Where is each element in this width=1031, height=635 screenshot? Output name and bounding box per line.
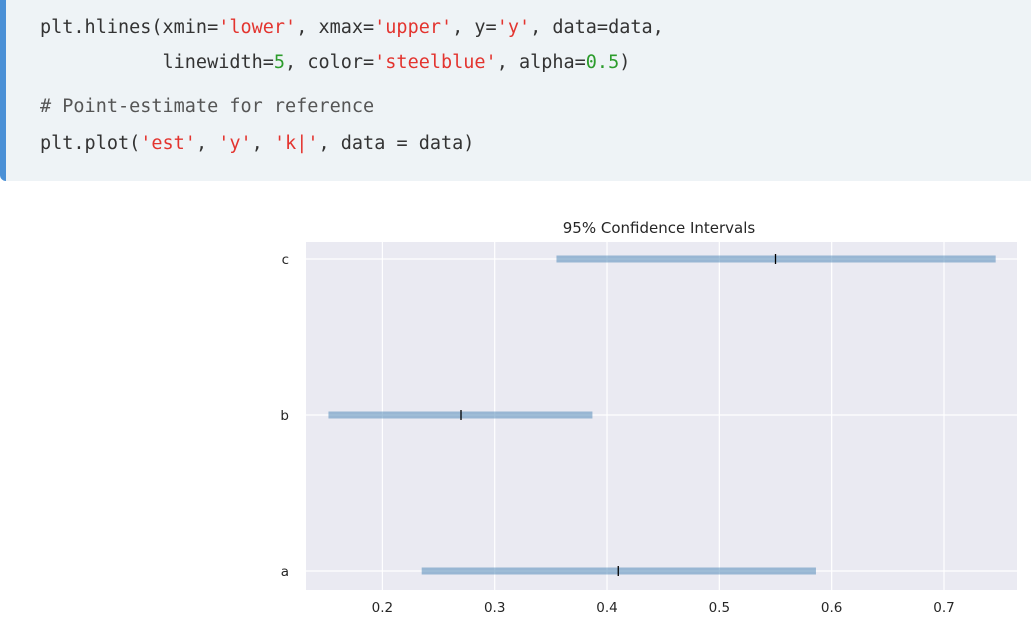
code-line: linewidth=5, color='steelblue', alpha=0.…: [40, 52, 631, 73]
x-tick-label: 0.5: [709, 600, 730, 616]
x-tick-label: 0.4: [596, 600, 617, 616]
code-token: 'steelblue': [374, 52, 497, 73]
code-token: 0.5: [585, 52, 620, 73]
estimate-markers: [460, 254, 777, 576]
y-tick-label: b: [280, 408, 289, 424]
code-token: 'y': [218, 133, 252, 154]
x-tick-label: 0.3: [484, 600, 505, 616]
code-line: # Point-estimate for reference: [40, 96, 375, 117]
code-line: plt.plot('est', 'y', 'k|', data = data): [40, 133, 475, 154]
chart-title: 95% Confidence Intervals: [563, 219, 756, 237]
code-token: , data = data): [318, 133, 475, 154]
code-token: , y=: [452, 17, 497, 38]
code-token: 'k|': [273, 133, 319, 154]
x-tick-label: 0.7: [933, 600, 954, 616]
y-tick-label: c: [282, 252, 289, 268]
code-token: ): [619, 52, 631, 73]
code-token: plt.plot(: [40, 133, 141, 154]
code-token: plt.hlines(xmin=: [40, 17, 219, 38]
code-token: 'est': [140, 133, 196, 154]
code-token: 'y': [496, 17, 531, 38]
code-token: , xmax=: [296, 17, 375, 38]
code-token: , color=: [285, 52, 375, 73]
code-token: 'lower': [218, 17, 297, 38]
code-token: linewidth=: [40, 52, 274, 73]
x-tick-label: 0.6: [821, 600, 842, 616]
code-token: , data=data,: [530, 17, 664, 38]
code-token: 'upper': [374, 17, 453, 38]
y-tick-label: a: [281, 564, 289, 580]
x-tick-labels: 0.2 0.3 0.4 0.5 0.6 0.7: [372, 600, 955, 616]
code-token: ,: [251, 133, 274, 154]
code-line: plt.hlines(xmin='lower', xmax='upper', y…: [40, 17, 664, 38]
code-cell[interactable]: plt.hlines(xmin='lower', xmax='upper', y…: [0, 0, 1031, 181]
code-token: # Point-estimate for reference: [40, 96, 375, 117]
code-token: ,: [195, 133, 219, 154]
x-tick-label: 0.2: [372, 600, 393, 616]
code-token: , alpha=: [496, 52, 586, 73]
y-tick-labels: a b c: [280, 252, 289, 580]
code-token: 5: [273, 52, 286, 73]
